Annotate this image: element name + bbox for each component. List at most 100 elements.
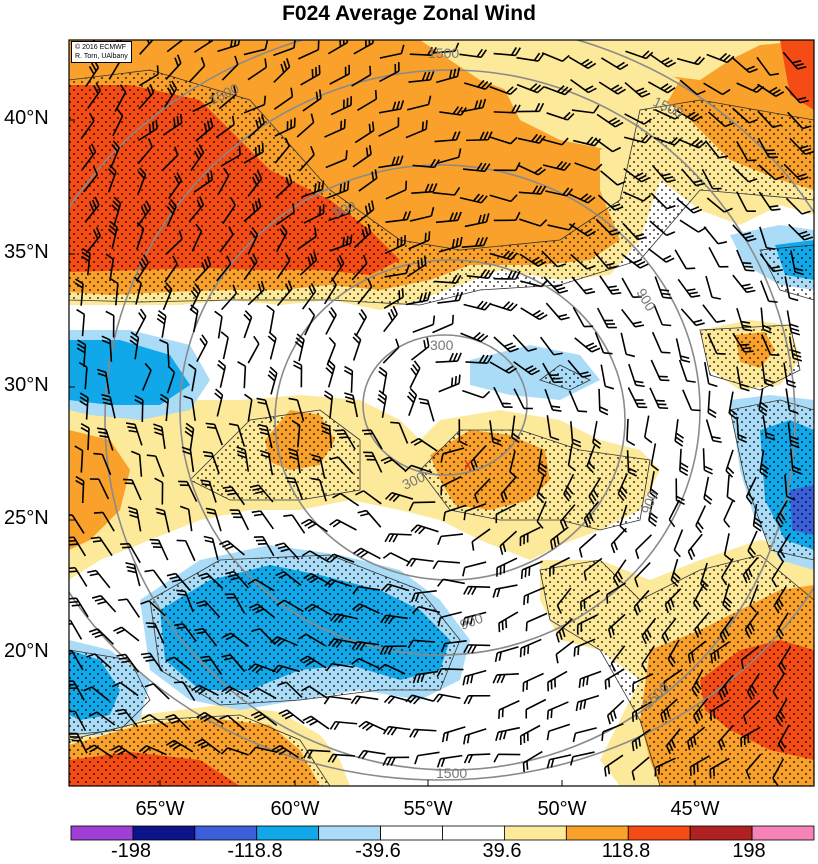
- wind-barb: [772, 672, 786, 700]
- wind-barb: [648, 498, 658, 527]
- wind-barb: [544, 85, 573, 96]
- wind-barb: [545, 187, 574, 197]
- wind-barb: [622, 254, 649, 269]
- wind-barb: [790, 250, 804, 276]
- wind-barb: [462, 611, 487, 627]
- wind-barb: [544, 388, 562, 412]
- wind-barb: [217, 359, 227, 388]
- wind-barb: [229, 509, 250, 531]
- wind-barb: [461, 98, 487, 113]
- wind-barb: [320, 422, 333, 449]
- wind-barb: [606, 582, 626, 604]
- wind-barb: [407, 95, 432, 111]
- wind-barb: [301, 282, 317, 310]
- wind-barb: [88, 628, 114, 645]
- wind-barb: [247, 663, 276, 674]
- wind-barb: [442, 504, 467, 522]
- wind-barb: [228, 423, 246, 447]
- wind-barb: [537, 449, 548, 477]
- wind-barb: [520, 307, 548, 321]
- wind-barb: [601, 57, 629, 70]
- wind-barb: [358, 169, 378, 192]
- longitude-label: 50°W: [537, 798, 587, 820]
- wind-barb: [330, 613, 359, 624]
- wind-barb: [382, 552, 411, 564]
- latitude-label: 35°N: [4, 241, 49, 263]
- wind-barb: [69, 619, 83, 640]
- contour-label: 900: [638, 488, 661, 516]
- wind-barb: [176, 589, 194, 613]
- wind-barb: [75, 475, 85, 504]
- wind-barb: [266, 304, 275, 333]
- wind-barb: [220, 331, 229, 360]
- wind-barb: [385, 491, 414, 503]
- wind-barb: [297, 633, 326, 647]
- wind-barb: [276, 252, 291, 280]
- wind-barb: [736, 366, 750, 392]
- wind-barb: [69, 597, 89, 618]
- wind-barb: [744, 611, 760, 638]
- wind-barb: [298, 145, 315, 172]
- wind-barb: [757, 137, 778, 159]
- wind-barb: [595, 218, 621, 236]
- wind-barb: [665, 728, 682, 755]
- wind-barb: [303, 749, 331, 759]
- wind-barb: [788, 223, 814, 241]
- credit-line-2: R. Torn, UAlbany: [75, 53, 128, 60]
- wind-barb: [432, 560, 460, 570]
- wind-barb: [759, 226, 776, 251]
- wind-barb: [110, 140, 120, 169]
- wind-barb: [323, 277, 337, 305]
- wind-barb: [222, 197, 236, 225]
- wind-barb: [141, 362, 152, 391]
- wind-barb: [225, 570, 250, 589]
- wind-barb: [541, 52, 570, 63]
- wind-barb: [189, 304, 199, 333]
- wind-barb: [406, 387, 418, 416]
- wind-barb: [193, 40, 214, 53]
- wind-barb: [382, 756, 410, 766]
- wind-barb: [190, 144, 205, 172]
- wind-barb: [357, 278, 373, 305]
- wind-barb: [86, 744, 114, 758]
- wind-barb: [200, 655, 223, 676]
- wind-barb: [379, 62, 400, 83]
- credit-box: © 2016 ECMWF R. Torn, UAlbany: [71, 41, 132, 63]
- wind-barb: [69, 649, 84, 671]
- wind-barb: [243, 310, 253, 339]
- wind-barb: [329, 720, 358, 731]
- wind-barb: [138, 83, 155, 110]
- wind-barb: [296, 113, 315, 138]
- wind-barb: [145, 622, 165, 644]
- wind-barb: [288, 447, 301, 474]
- wind-barb: [676, 197, 703, 214]
- longitude-label: 45°W: [670, 798, 720, 820]
- wind-barb: [536, 475, 546, 504]
- wind-barb: [298, 40, 320, 60]
- colorbar-swatch: [627, 825, 691, 841]
- wind-barb: [329, 234, 353, 252]
- wind-barb: [628, 363, 645, 388]
- wind-barb: [556, 587, 572, 614]
- latitude-ticks: [69, 119, 75, 654]
- wind-barb: [641, 645, 655, 673]
- wind-barb: [576, 614, 598, 634]
- wind-barb: [111, 196, 122, 225]
- wind-barb: [141, 713, 169, 728]
- contour-label: 300: [430, 337, 454, 353]
- wind-barb: [670, 558, 681, 587]
- wind-barb: [412, 670, 439, 684]
- wind-barb: [604, 754, 624, 777]
- wind-barb: [251, 627, 276, 646]
- wind-barb: [404, 464, 433, 474]
- wind-barb: [464, 213, 490, 228]
- latitude-label: 25°N: [4, 507, 49, 529]
- wind-barb: [610, 645, 626, 672]
- wind-barb: [407, 639, 436, 649]
- wind-barb: [384, 235, 406, 255]
- wind-barb: [650, 359, 670, 382]
- wind-barb: [355, 309, 367, 337]
- wind-barb: [111, 681, 139, 697]
- wind-barb: [161, 146, 179, 172]
- wind-barb: [493, 270, 521, 280]
